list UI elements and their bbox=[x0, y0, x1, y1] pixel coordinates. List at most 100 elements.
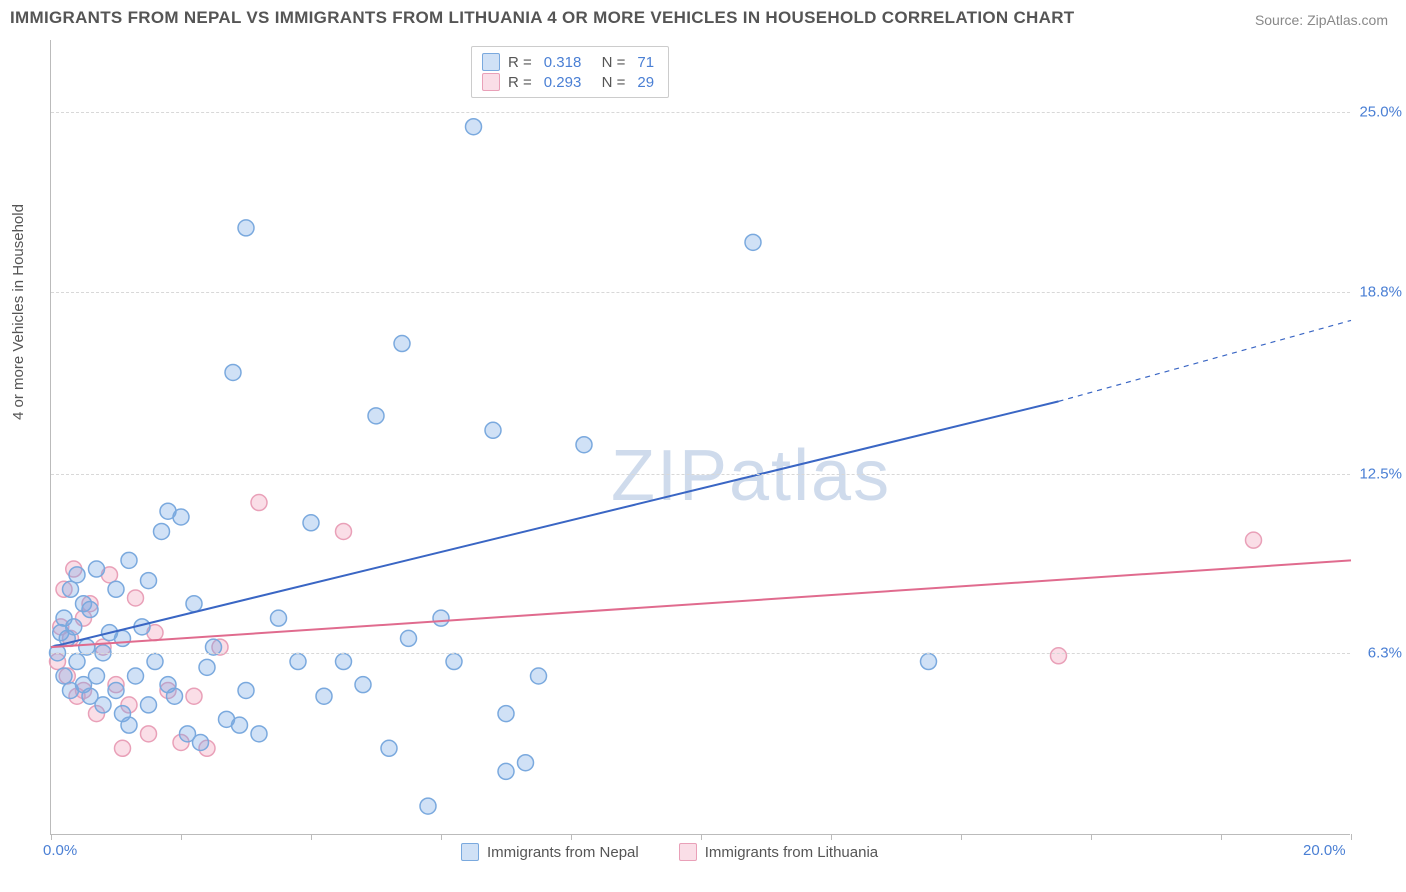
source-attribution: Source: ZipAtlas.com bbox=[1255, 12, 1388, 28]
x-tick-mark bbox=[441, 834, 442, 840]
data-point-nepal bbox=[167, 688, 183, 704]
data-point-nepal bbox=[498, 706, 514, 722]
x-tick-mark bbox=[1351, 834, 1352, 840]
correlation-legend: R = 0.318 N = 71 R = 0.293 N = 29 bbox=[471, 46, 669, 98]
series-legend: Immigrants from Nepal Immigrants from Li… bbox=[461, 843, 878, 861]
data-point-nepal bbox=[108, 682, 124, 698]
x-tick-mark bbox=[1091, 834, 1092, 840]
data-point-lithuania bbox=[186, 688, 202, 704]
data-point-nepal bbox=[121, 717, 137, 733]
regression-line-nepal bbox=[51, 401, 1059, 647]
legend-label-lithuania: Immigrants from Lithuania bbox=[705, 844, 878, 861]
swatch-lithuania-icon bbox=[679, 843, 697, 861]
data-point-nepal bbox=[745, 234, 761, 250]
legend-label-nepal: Immigrants from Nepal bbox=[487, 844, 639, 861]
data-point-lithuania bbox=[141, 726, 157, 742]
legend-r-label: R = bbox=[508, 54, 532, 71]
scatter-svg bbox=[51, 40, 1350, 834]
data-point-nepal bbox=[193, 734, 209, 750]
data-point-nepal bbox=[82, 602, 98, 618]
data-point-nepal bbox=[271, 610, 287, 626]
x-tick-mark bbox=[1221, 834, 1222, 840]
data-point-nepal bbox=[225, 364, 241, 380]
chart-title: IMMIGRANTS FROM NEPAL VS IMMIGRANTS FROM… bbox=[10, 8, 1074, 28]
data-point-nepal bbox=[121, 552, 137, 568]
x-tick-mark bbox=[961, 834, 962, 840]
y-tick-label: 6.3% bbox=[1368, 644, 1402, 661]
regression-line-lithuania bbox=[51, 560, 1351, 647]
data-point-nepal bbox=[433, 610, 449, 626]
data-point-nepal bbox=[518, 755, 534, 771]
data-point-nepal bbox=[232, 717, 248, 733]
data-point-nepal bbox=[336, 654, 352, 670]
data-point-nepal bbox=[63, 581, 79, 597]
data-point-nepal bbox=[141, 573, 157, 589]
legend-n-label: N = bbox=[593, 74, 625, 91]
data-point-nepal bbox=[381, 740, 397, 756]
data-point-nepal bbox=[401, 630, 417, 646]
x-tick-mark bbox=[831, 834, 832, 840]
data-point-nepal bbox=[290, 654, 306, 670]
data-point-nepal bbox=[186, 596, 202, 612]
data-point-nepal bbox=[238, 682, 254, 698]
data-point-nepal bbox=[108, 581, 124, 597]
data-point-nepal bbox=[531, 668, 547, 684]
data-point-lithuania bbox=[1246, 532, 1262, 548]
legend-r-label: R = bbox=[508, 74, 532, 91]
legend-r-nepal: 0.318 bbox=[544, 54, 582, 71]
data-point-nepal bbox=[141, 697, 157, 713]
data-point-nepal bbox=[199, 659, 215, 675]
swatch-lithuania bbox=[482, 73, 500, 91]
data-point-nepal bbox=[89, 668, 105, 684]
data-point-nepal bbox=[147, 654, 163, 670]
data-point-nepal bbox=[69, 654, 85, 670]
data-point-nepal bbox=[89, 561, 105, 577]
y-axis-label: 4 or more Vehicles in Household bbox=[10, 204, 27, 420]
data-point-nepal bbox=[466, 119, 482, 135]
data-point-nepal bbox=[355, 677, 371, 693]
data-point-nepal bbox=[173, 509, 189, 525]
data-point-lithuania bbox=[115, 740, 131, 756]
data-point-nepal bbox=[446, 654, 462, 670]
data-point-nepal bbox=[498, 763, 514, 779]
data-point-nepal bbox=[316, 688, 332, 704]
data-point-nepal bbox=[368, 408, 384, 424]
data-point-nepal bbox=[128, 668, 144, 684]
data-point-nepal bbox=[95, 697, 111, 713]
legend-n-nepal: 71 bbox=[637, 54, 654, 71]
y-tick-label: 12.5% bbox=[1359, 465, 1402, 482]
data-point-nepal bbox=[576, 437, 592, 453]
data-point-lithuania bbox=[1051, 648, 1067, 664]
legend-n-lithuania: 29 bbox=[637, 74, 654, 91]
data-point-nepal bbox=[485, 422, 501, 438]
regression-line-nepal-extrap bbox=[1059, 320, 1352, 401]
legend-n-label: N = bbox=[593, 54, 625, 71]
y-tick-label: 18.8% bbox=[1359, 283, 1402, 300]
data-point-nepal bbox=[66, 619, 82, 635]
gridline-h bbox=[51, 112, 1350, 113]
swatch-nepal bbox=[482, 53, 500, 71]
data-point-lithuania bbox=[336, 523, 352, 539]
data-point-nepal bbox=[69, 567, 85, 583]
data-point-lithuania bbox=[251, 495, 267, 511]
data-point-nepal bbox=[115, 630, 131, 646]
data-point-nepal bbox=[394, 336, 410, 352]
legend-row-nepal: R = 0.318 N = 71 bbox=[482, 53, 658, 71]
data-point-nepal bbox=[921, 654, 937, 670]
plot-area: ZIPatlas R = 0.318 N = 71 R = 0.293 N = … bbox=[50, 40, 1350, 835]
x-tick-mark bbox=[701, 834, 702, 840]
legend-r-lithuania: 0.293 bbox=[544, 74, 582, 91]
x-tick-label: 20.0% bbox=[1303, 842, 1346, 859]
data-point-nepal bbox=[420, 798, 436, 814]
data-point-nepal bbox=[303, 515, 319, 531]
data-point-nepal bbox=[56, 668, 72, 684]
gridline-h bbox=[51, 292, 1350, 293]
x-tick-mark bbox=[51, 834, 52, 840]
swatch-nepal-icon bbox=[461, 843, 479, 861]
x-tick-label: 0.0% bbox=[43, 842, 77, 859]
data-point-nepal bbox=[154, 523, 170, 539]
x-tick-mark bbox=[571, 834, 572, 840]
data-point-nepal bbox=[238, 220, 254, 236]
legend-row-lithuania: R = 0.293 N = 29 bbox=[482, 73, 658, 91]
x-tick-mark bbox=[311, 834, 312, 840]
